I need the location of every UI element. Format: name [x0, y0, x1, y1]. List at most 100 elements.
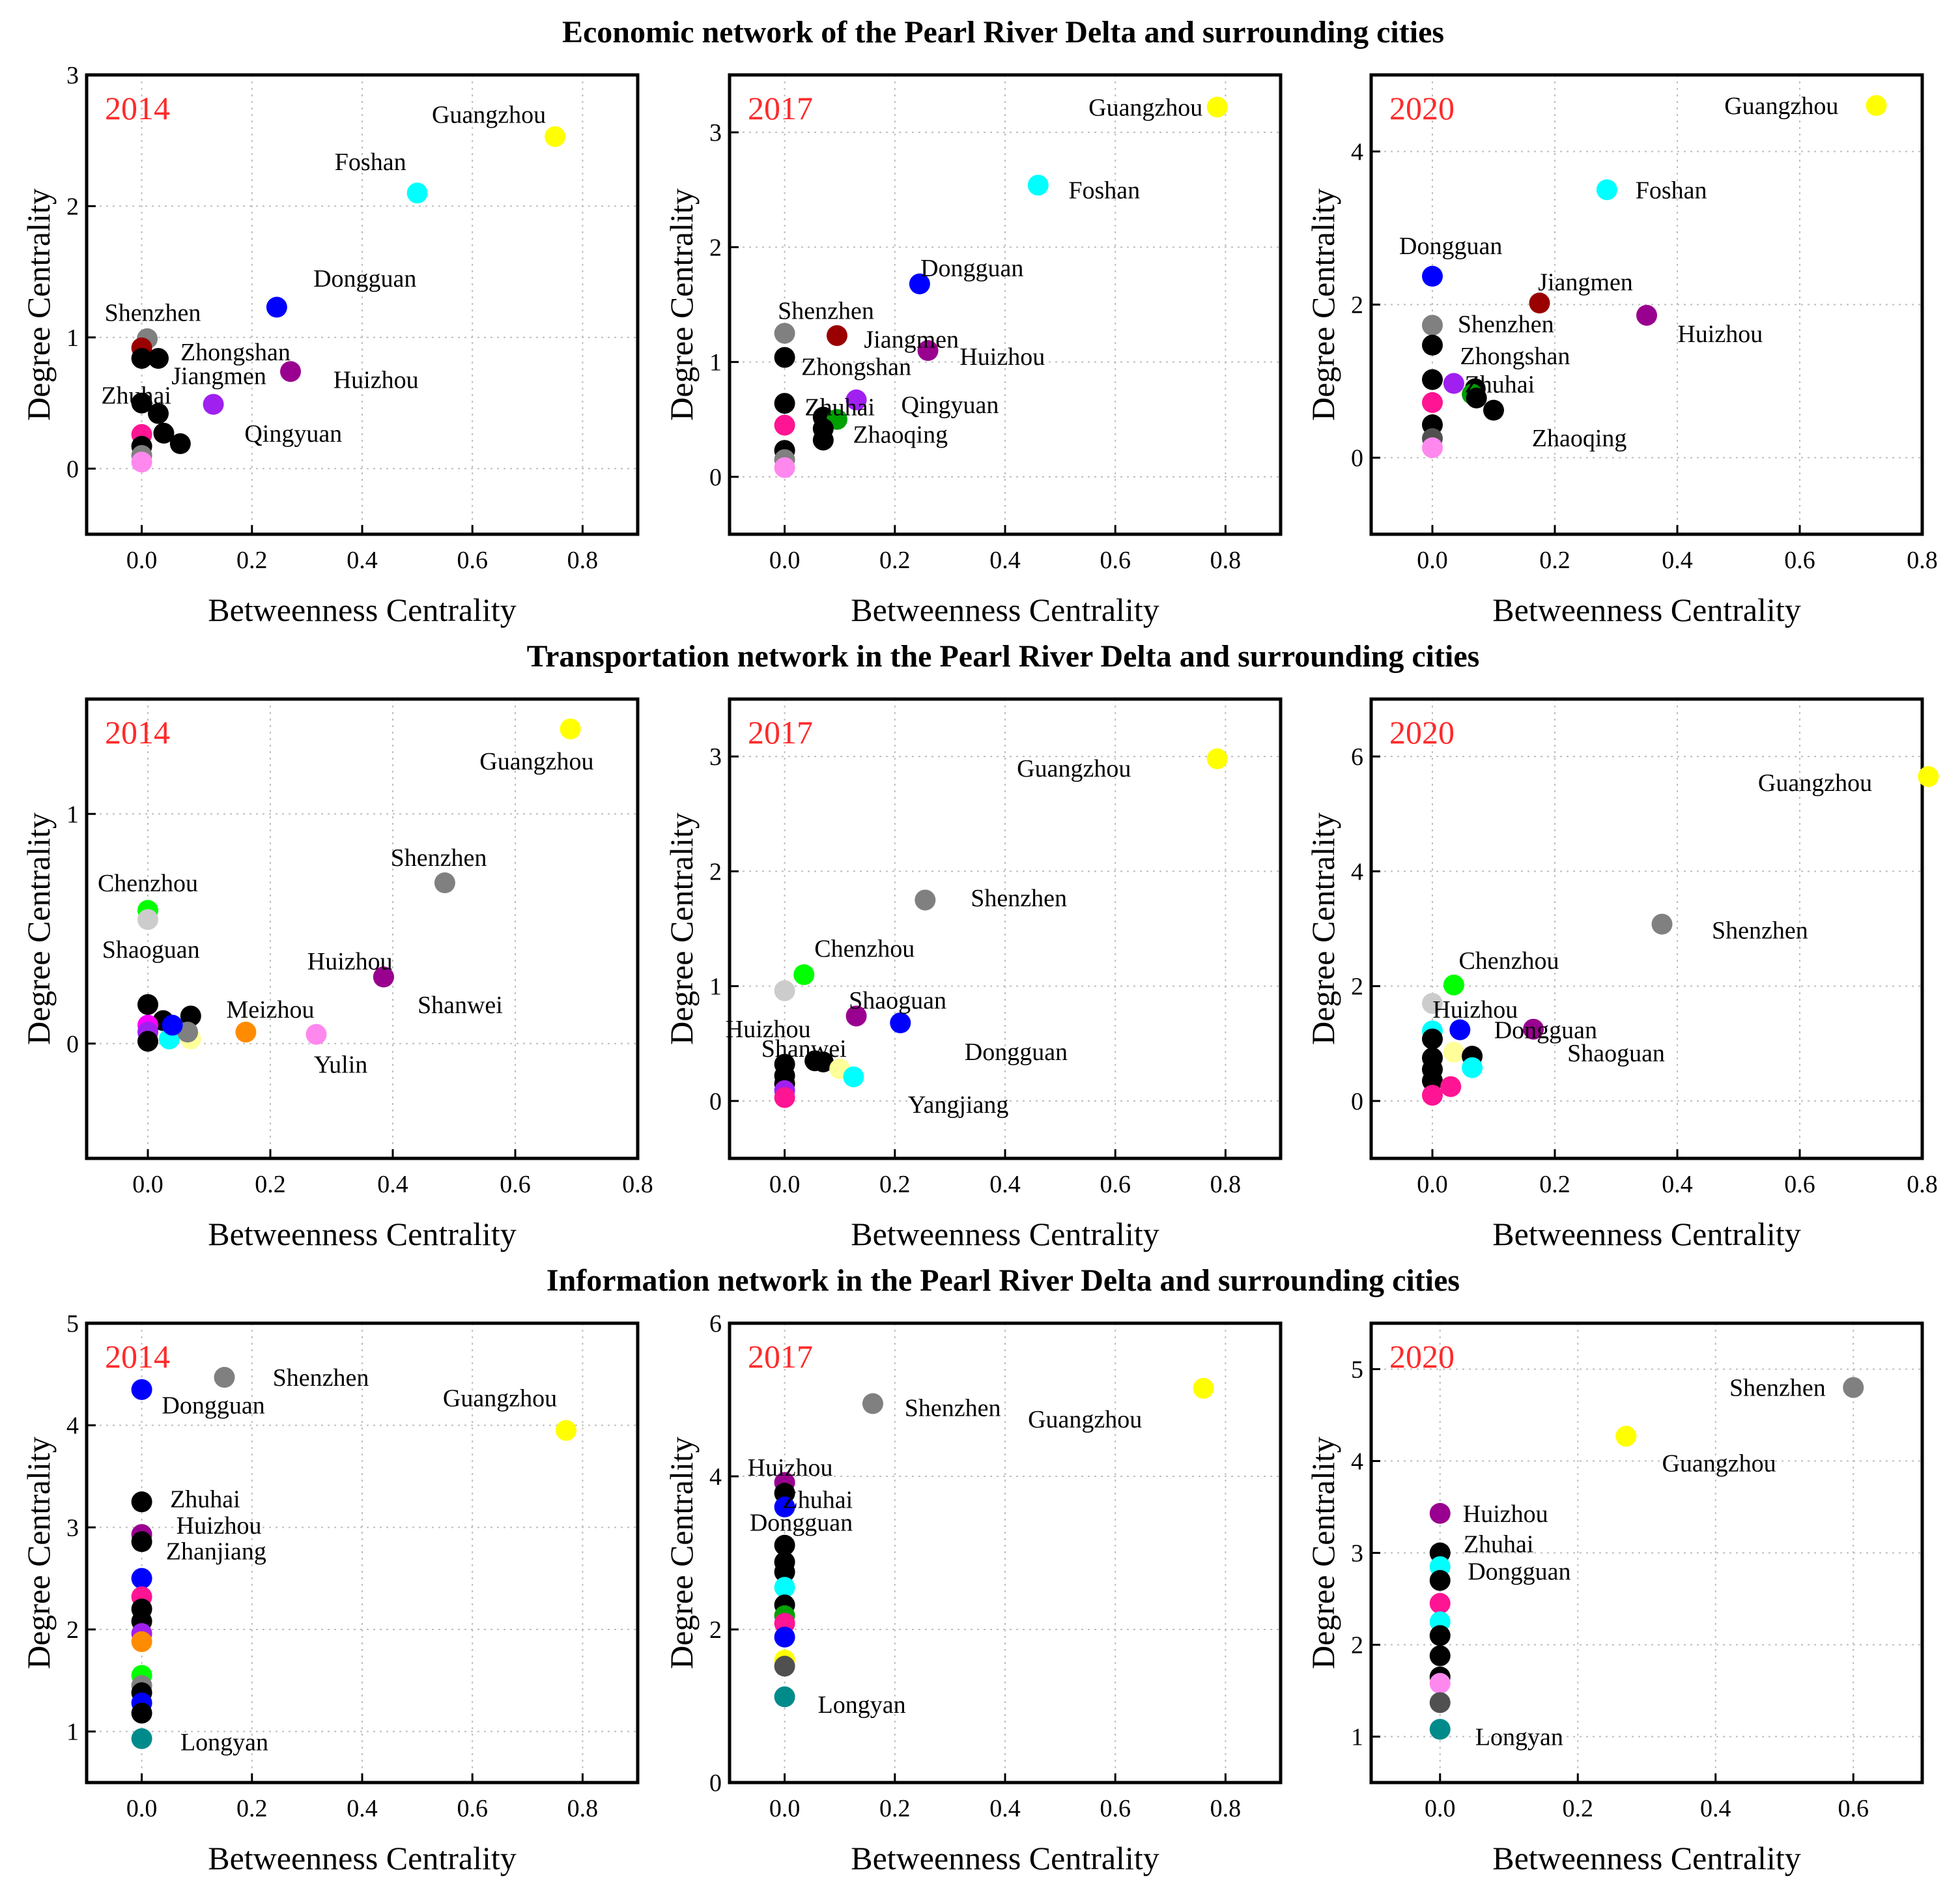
y-tick-label: 3	[709, 743, 722, 771]
data-point	[812, 1051, 834, 1072]
data-point	[1422, 266, 1443, 287]
data-point	[1615, 1426, 1637, 1447]
data-point	[1422, 369, 1443, 390]
plot-frame	[85, 73, 640, 536]
data-point	[1422, 993, 1443, 1014]
y-axis-label: Degree Centrality	[1305, 188, 1341, 421]
data-point	[1429, 1672, 1451, 1694]
x-tick-label: 0.6	[1100, 1171, 1131, 1198]
x-tick-label: 0.0	[1417, 1171, 1448, 1198]
x-axis-label: Betweenness Centrality	[851, 1840, 1159, 1876]
y-axis-label: Degree Centrality	[20, 812, 57, 1045]
data-point	[915, 889, 936, 911]
y-tick-label: 4	[1351, 858, 1363, 885]
data-point	[560, 718, 581, 739]
y-axis-label: Degree Centrality	[663, 1437, 700, 1669]
data-point	[1443, 974, 1464, 996]
panel-economic-2014: 0.0 0.2 0.4 0.6 0.8 0 1 2 3 Betweenness Centralit…	[20, 62, 640, 628]
data-point	[153, 422, 175, 444]
x-tick-label: 0.4	[989, 547, 1021, 574]
y-axis-label: Degree Centrality	[663, 188, 700, 421]
point-label-zhuhai: Zhuhai	[783, 1486, 853, 1513]
x-axis-label: Betweenness Centrality	[851, 592, 1159, 628]
y-tick-label: 0	[709, 1088, 722, 1115]
data-point	[131, 1531, 152, 1553]
point-label-jiangmen: Jiangmen	[864, 326, 959, 353]
data-point	[1866, 95, 1887, 116]
data-point	[1443, 1041, 1464, 1063]
point-label-chenzhou: Chenzhou	[1458, 947, 1559, 975]
point-label-shenzhen: Shenzhen	[105, 300, 201, 327]
year-label: 2017	[748, 714, 813, 751]
data-point	[793, 964, 815, 985]
data-point	[1596, 179, 1617, 201]
x-tick-label: 0.8	[1907, 1171, 1938, 1198]
point-label-guangzhou: Guangzhou	[1662, 1450, 1776, 1477]
data-point	[774, 322, 795, 344]
point-label-zhanjiang: Zhanjiang	[166, 1538, 266, 1565]
x-tick-label: 0.4	[1700, 1795, 1731, 1822]
data-point	[843, 1066, 864, 1087]
x-tick-label: 0.2	[236, 1795, 268, 1822]
plot-frame	[1369, 697, 1924, 1160]
y-tick-label: 2	[1351, 1632, 1363, 1659]
y-tick-label: 6	[709, 1310, 722, 1338]
data-point	[1422, 1085, 1443, 1106]
x-tick-label: 0.8	[622, 1171, 653, 1198]
data-point	[137, 994, 158, 1015]
point-label-zhongshan: Zhongshan	[180, 339, 291, 366]
plot-frame	[85, 697, 640, 1160]
x-axis-label: Betweenness Centrality	[208, 1840, 517, 1876]
point-label-dongguan: Dongguan	[920, 255, 1023, 282]
data-point	[434, 872, 455, 893]
x-tick-label: 0.2	[879, 547, 911, 574]
data-point	[1429, 1719, 1451, 1740]
data-point	[131, 452, 152, 473]
x-axis-label: Betweenness Centrality	[208, 592, 517, 628]
panel-information-2017: 0.0 0.2 0.4 0.6 0.8 0 2 4 6 Betweenness Centralit…	[663, 1310, 1283, 1876]
data-point	[909, 273, 930, 294]
data-point	[774, 980, 795, 1001]
x-axis-label: Betweenness Centrality	[208, 1216, 517, 1252]
data-point	[131, 392, 152, 414]
point-label-dongguan: Dongguan	[1468, 1558, 1570, 1586]
plot-frame	[728, 1321, 1283, 1784]
data-point	[845, 389, 867, 410]
panel-transportation-2014: 0.0 0.2 0.4 0.6 0.8 0 1 Betweenness Centrality D…	[20, 697, 653, 1252]
y-tick-label: 1	[709, 349, 722, 377]
data-point	[812, 429, 834, 451]
data-point	[774, 393, 795, 414]
data-point	[1027, 175, 1049, 196]
plot-frame	[728, 73, 1283, 536]
plot-frame	[85, 1321, 640, 1784]
data-point	[774, 1656, 795, 1677]
point-label-yulin: Yulin	[314, 1051, 367, 1078]
x-tick-label: 0.2	[1539, 547, 1570, 574]
year-label: 2020	[1389, 90, 1455, 126]
y-tick-label: 4	[709, 1463, 722, 1491]
data-point	[556, 1420, 577, 1441]
y-tick-label: 1	[66, 1719, 79, 1746]
plot-frame	[1369, 73, 1924, 536]
point-label-yangjiang: Yangjiang	[908, 1091, 1009, 1119]
data-point	[826, 325, 847, 347]
x-tick-label: 0.2	[879, 1795, 911, 1822]
data-point	[1523, 1018, 1544, 1040]
data-point	[235, 1022, 257, 1043]
point-label-shenzhen: Shenzhen	[1712, 917, 1808, 944]
point-label-huizhou: Huizhou	[334, 366, 419, 394]
point-label-shenzhen: Shenzhen	[905, 1394, 1001, 1422]
point-label-chenzhou: Chenzhou	[98, 870, 198, 897]
data-point	[162, 1014, 183, 1036]
x-tick-label: 0.8	[1210, 1171, 1242, 1198]
x-tick-label: 0.0	[126, 547, 158, 574]
point-label-foshan: Foshan	[1068, 177, 1140, 204]
data-point	[1843, 1377, 1864, 1398]
data-point	[774, 1534, 795, 1556]
data-point	[545, 126, 566, 147]
y-tick-label: 3	[66, 62, 79, 89]
y-tick-label: 1	[709, 973, 722, 1001]
point-label-huizhou: Huizhou	[959, 343, 1045, 371]
x-tick-label: 0.2	[1563, 1795, 1594, 1822]
